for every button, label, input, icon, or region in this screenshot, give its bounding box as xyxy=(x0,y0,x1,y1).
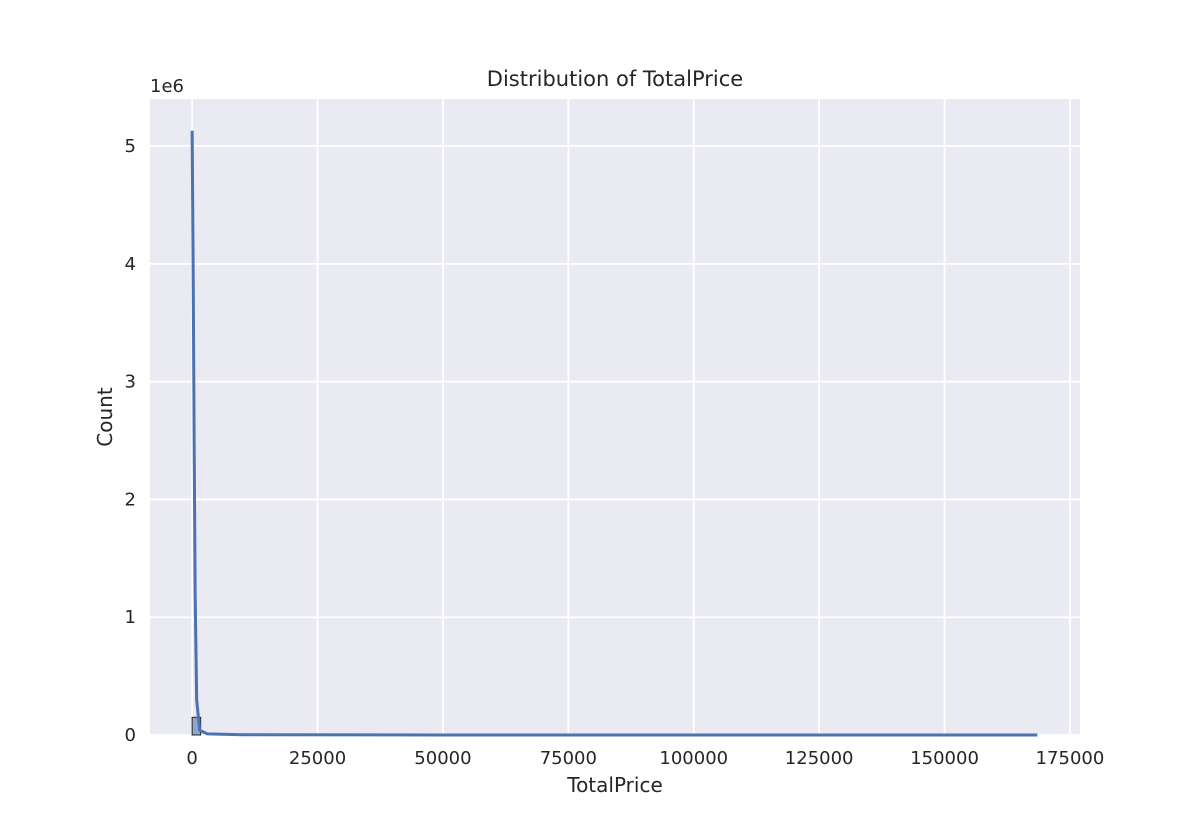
x-tick-labels: 0 25000 50000 75000 100000 125000 150000 175000 xyxy=(186,748,1104,769)
y-tick-labels: 0 1 2 3 4 5 xyxy=(125,136,136,746)
y-offset-label: 1e6 xyxy=(150,76,184,97)
y-tick-label-3: 3 xyxy=(125,372,136,393)
x-tick-label-7: 175000 xyxy=(1036,748,1105,769)
y-tick-label-0: 0 xyxy=(125,725,136,746)
x-tick-label-5: 125000 xyxy=(785,748,854,769)
plot-area xyxy=(150,99,1080,735)
kde-curve xyxy=(190,130,1038,737)
x-tick-label-3: 75000 xyxy=(540,748,597,769)
y-axis-label: Count xyxy=(93,387,117,447)
x-tick-label-4: 100000 xyxy=(659,748,728,769)
chart-title: Distribution of TotalPrice xyxy=(487,67,743,91)
kde-line xyxy=(190,130,1038,737)
x-tick-label-6: 150000 xyxy=(910,748,979,769)
x-tick-label-1: 25000 xyxy=(289,748,346,769)
x-tick-label-0: 0 xyxy=(186,748,197,769)
grid-lines xyxy=(150,99,1080,736)
y-tick-label-1: 1 xyxy=(125,607,136,628)
x-axis-label: TotalPrice xyxy=(566,773,663,797)
x-tick-label-2: 50000 xyxy=(414,748,471,769)
y-tick-label-5: 5 xyxy=(125,136,136,157)
y-tick-label-2: 2 xyxy=(125,489,136,510)
y-tick-label-4: 4 xyxy=(125,254,136,275)
